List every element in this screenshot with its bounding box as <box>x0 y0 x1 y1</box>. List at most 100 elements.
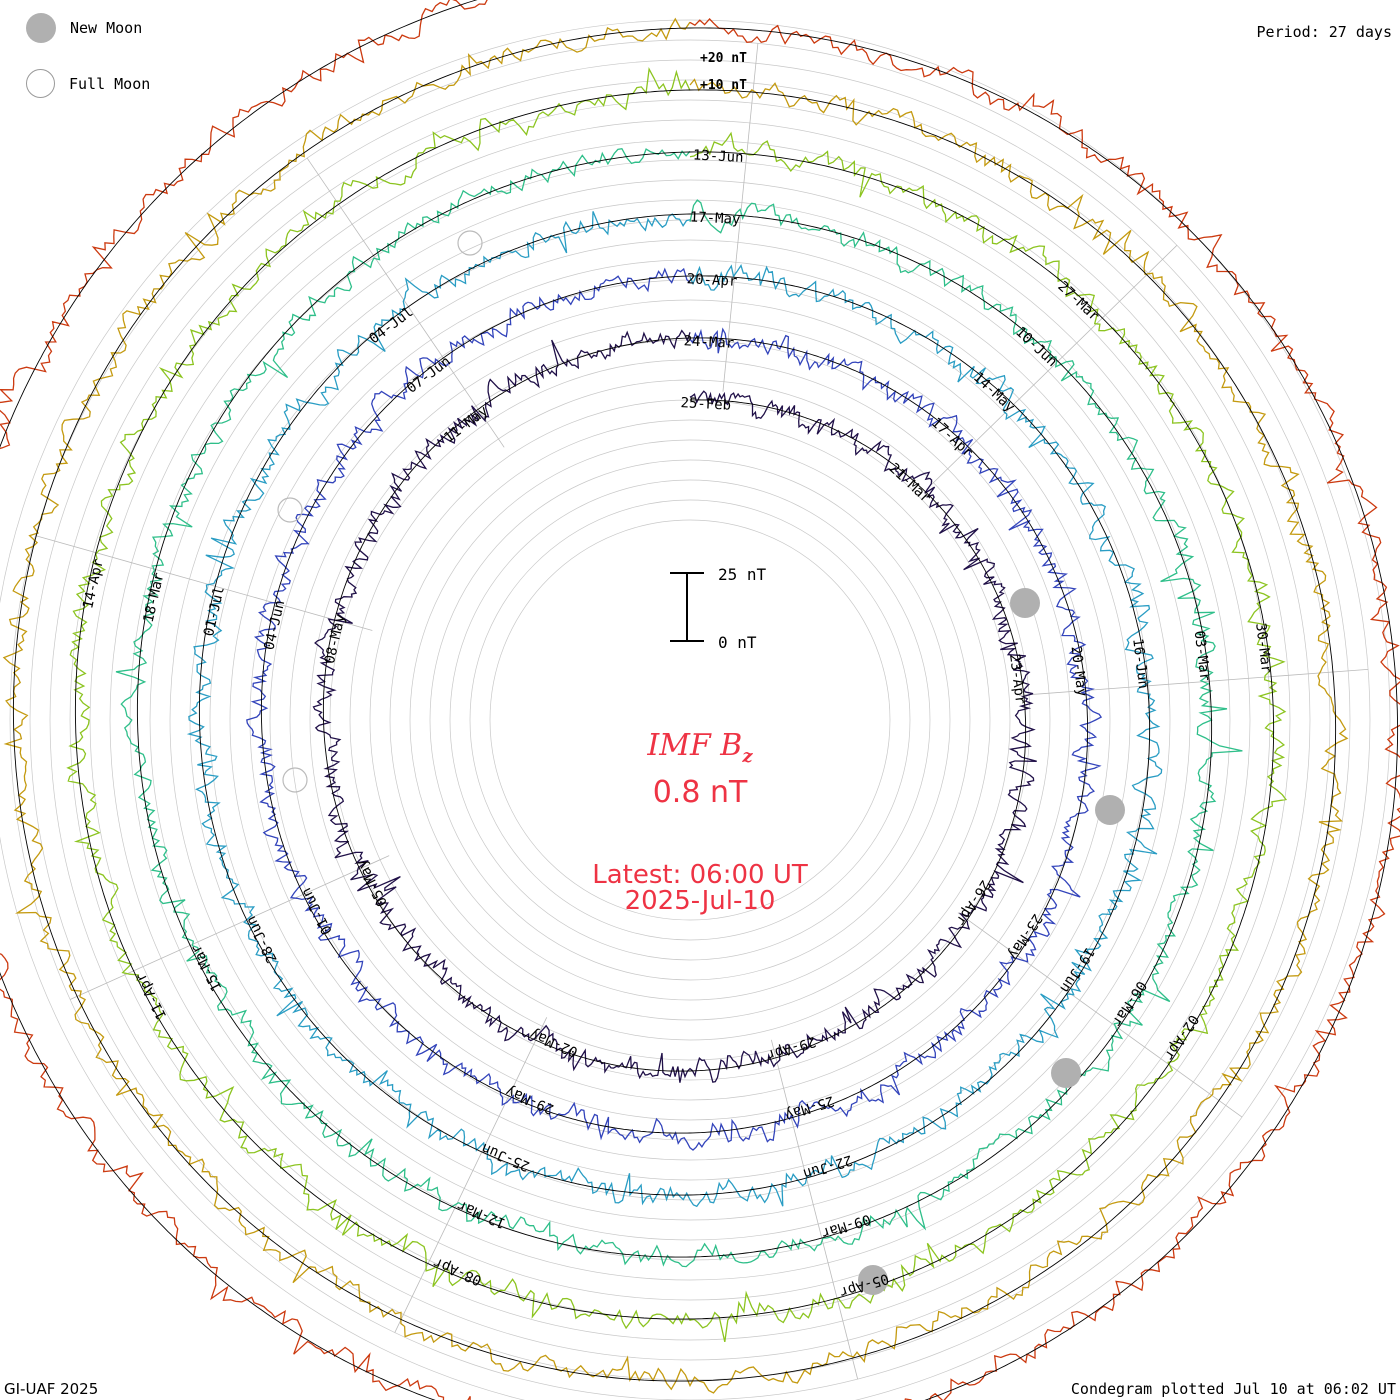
grid-ring <box>249 279 1131 1161</box>
scale-bar: 25 nT 0 nT <box>670 565 767 652</box>
period-label: Period: 27 days <box>1256 23 1392 41</box>
grid-spoke <box>394 1017 548 1333</box>
full-moon-marker <box>282 767 308 793</box>
grid-spoke <box>770 1039 859 1380</box>
date-label: 01-Jul <box>201 585 228 638</box>
legend-full-moon-label: Full Moon <box>69 74 151 93</box>
date-label: 21-Mar <box>886 460 934 506</box>
date-label: 29-Apr <box>765 1033 818 1063</box>
date-label: 26-Apr <box>952 877 993 928</box>
date-label: 04-Jul <box>366 304 416 347</box>
date-label: 25-Jun <box>479 1140 532 1174</box>
legend-new-moon: New Moon <box>26 13 142 43</box>
series-line-cycle-5 <box>66 67 1288 1343</box>
grid-spoke <box>69 855 390 1000</box>
date-label: 17-May <box>689 209 740 228</box>
new-moon-marker <box>1010 588 1040 618</box>
date-label: 04-Jun <box>261 599 288 652</box>
date-label: 29-May <box>503 1082 556 1116</box>
full-moon-marker <box>457 230 483 256</box>
grid-spoke <box>35 535 373 631</box>
grid-ring <box>429 459 951 981</box>
date-label: 14-May <box>970 369 1018 415</box>
date-label: 17-Apr <box>928 415 976 461</box>
new-moon-icon <box>26 13 56 43</box>
series-line-cycle-4 <box>115 147 1243 1268</box>
ring-scale-label-20: +20 nT <box>700 51 747 66</box>
new-moon-marker <box>1095 795 1125 825</box>
date-label: 24-Mar <box>683 333 734 352</box>
grid-spoke <box>926 245 1178 490</box>
date-label: 25-May <box>783 1092 836 1122</box>
chart-title-subscript: z <box>742 746 753 767</box>
series-line-cycle-2 <box>246 267 1103 1151</box>
grid-ring <box>329 359 1051 1081</box>
new-moon-marker <box>858 1265 888 1295</box>
grid-ring <box>0 19 1391 1400</box>
date-label: 15-Mar <box>188 941 225 993</box>
series-line-cycle-1 <box>312 329 1037 1083</box>
grid-ring <box>49 79 1331 1361</box>
scale-bar-top-label: 25 nT <box>718 565 767 584</box>
date-label: 16-Jun <box>1129 638 1151 690</box>
date-label: 27-Mar <box>1054 278 1102 324</box>
grid-ring <box>209 239 1171 1201</box>
date-label: 09-Mar <box>819 1211 872 1241</box>
credit-label: GI-UAF 2025 <box>4 1380 99 1398</box>
grid-ring <box>469 499 911 941</box>
date-label: 12-Mar <box>455 1197 508 1231</box>
date-label: 20-Apr <box>686 271 737 290</box>
grid-spoke <box>957 912 1243 1118</box>
grid-rings <box>0 19 1391 1400</box>
date-label: 23-Apr <box>1006 653 1028 705</box>
grid-ring <box>9 39 1371 1400</box>
legend-new-moon-label: New Moon <box>70 19 143 37</box>
date-label: 02-May <box>528 1025 581 1059</box>
grid-ring <box>289 319 1091 1121</box>
date-label: 06-Mar <box>1108 978 1149 1029</box>
grid-ring <box>189 219 1191 1221</box>
full-moon-icon <box>26 69 55 98</box>
grid-spoke <box>306 157 505 448</box>
grid-ring <box>29 59 1351 1381</box>
new-moon-marker <box>1051 1058 1081 1088</box>
date-label: 08-May <box>322 613 349 666</box>
grid-ring <box>409 439 971 1001</box>
series-line-cycle-3 <box>186 211 1163 1208</box>
grid-ring <box>149 179 1231 1261</box>
scale-bar-bottom-label: 0 nT <box>718 633 757 652</box>
chart-title-main: IMF B <box>647 728 743 763</box>
ring-scale-label-10: +10 nT <box>700 78 747 93</box>
date-label: 11-Apr <box>133 970 170 1022</box>
chart-title: IMF Bz <box>600 728 800 767</box>
date-label: 14-Apr <box>80 557 107 610</box>
date-label: 25-Feb <box>680 395 731 414</box>
date-label: 18-Mar <box>141 571 168 624</box>
full-moon-marker <box>277 497 303 523</box>
grid-spokes <box>35 43 1369 1380</box>
date-label: 03-Mar <box>1191 630 1213 682</box>
grid-ring <box>449 479 931 961</box>
grid-spoke <box>1019 668 1369 696</box>
date-label: 30-Mar <box>1252 622 1274 674</box>
latest-date: 2025-Jul-10 <box>624 886 776 916</box>
legend-full-moon: Full Moon <box>26 69 150 98</box>
grid-spoke <box>722 43 759 392</box>
date-label: 02-Apr <box>1161 1012 1202 1063</box>
grid-ring <box>69 99 1311 1341</box>
grid-ring <box>389 419 991 1021</box>
grid-ring <box>489 519 891 921</box>
series-line-cycle-6 <box>2 17 1349 1394</box>
plotted-label: Condegram plotted Jul 10 at 06:02 UT <box>1070 1380 1396 1398</box>
latest-time: Latest: 06:00 UT <box>592 860 808 890</box>
moon-markers <box>277 230 1125 1295</box>
date-label: 01-Jun <box>298 885 335 937</box>
grid-ring <box>129 159 1251 1281</box>
grid-ring <box>349 379 1031 1061</box>
date-label: 22-Jun <box>801 1151 854 1181</box>
date-label: 10-Jun <box>1012 324 1060 370</box>
